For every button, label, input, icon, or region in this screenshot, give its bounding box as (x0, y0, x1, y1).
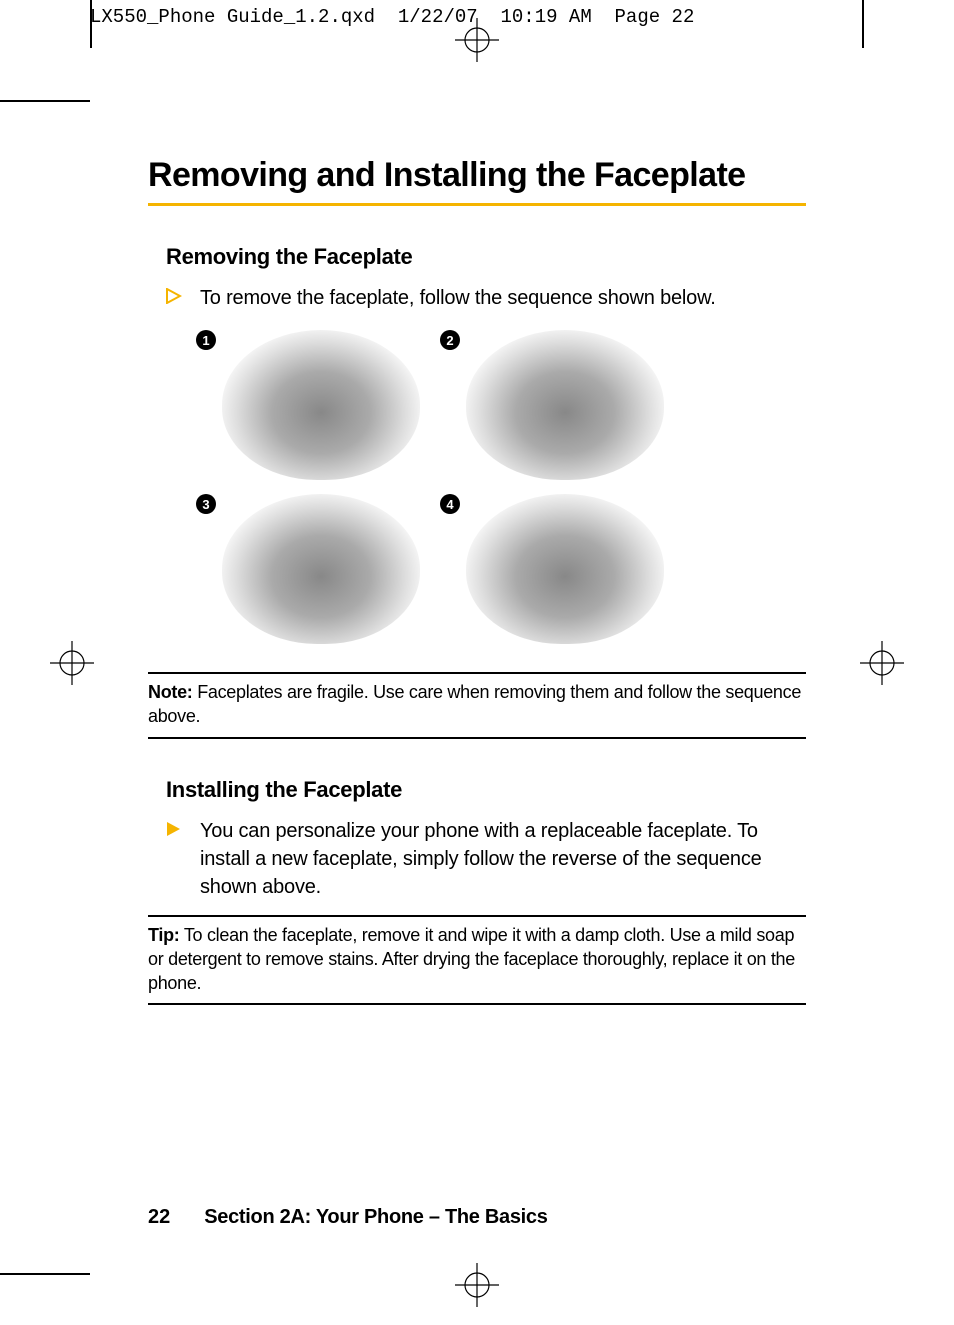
bullet-arrow-icon (166, 821, 182, 901)
footer-page-number: 22 (148, 1206, 170, 1229)
step-number-badge: 3 (196, 494, 216, 514)
header-pageword: Page (615, 6, 661, 28)
step-image-placeholder (222, 330, 420, 480)
registration-mark-icon (455, 18, 499, 62)
step-cell: 4 (440, 494, 664, 644)
step-cell: 1 (196, 330, 420, 480)
removing-heading: Removing the Faceplate (166, 244, 806, 270)
note-text: Faceplates are fragile. Use care when re… (148, 682, 801, 726)
tip-text: To clean the faceplate, remove it and wi… (148, 925, 795, 994)
installing-bullet: You can personalize your phone with a re… (166, 817, 806, 901)
bullet-arrow-icon (166, 288, 182, 312)
step-image-placeholder (466, 494, 664, 644)
step-cell: 3 (196, 494, 420, 644)
step-cell: 2 (440, 330, 664, 480)
header-filename: LX550_Phone Guide_1.2.qxd (90, 6, 375, 28)
page-content: Removing and Installing the Faceplate Re… (90, 100, 864, 1275)
step-image-placeholder (222, 494, 420, 644)
removing-bullet: To remove the faceplate, follow the sequ… (166, 284, 806, 312)
crop-mark (0, 1273, 90, 1275)
crop-mark (90, 0, 92, 48)
step-image-grid: 1 2 3 4 (196, 330, 806, 644)
step-number-badge: 2 (440, 330, 460, 350)
step-number-badge: 4 (440, 494, 460, 514)
note-block: Note: Faceplates are fragile. Use care w… (148, 672, 806, 739)
crop-mark (862, 0, 864, 48)
step-number-badge: 1 (196, 330, 216, 350)
footer-section: Section 2A: Your Phone – The Basics (204, 1206, 547, 1229)
page-footer: 22 Section 2A: Your Phone – The Basics (148, 1206, 548, 1229)
installing-heading: Installing the Faceplate (166, 777, 806, 803)
tip-block: Tip: To clean the faceplate, remove it a… (148, 915, 806, 1006)
tip-label: Tip: (148, 925, 179, 945)
registration-mark-icon (860, 641, 904, 685)
registration-mark-icon (50, 641, 94, 685)
header-time: 10:19 AM (501, 6, 592, 28)
installing-bullet-text: You can personalize your phone with a re… (200, 817, 806, 901)
step-image-placeholder (466, 330, 664, 480)
page-title: Removing and Installing the Faceplate (148, 156, 806, 206)
removing-bullet-text: To remove the faceplate, follow the sequ… (200, 284, 716, 312)
header-pagenum: 22 (672, 6, 695, 28)
note-label: Note: (148, 682, 193, 702)
crop-mark (0, 100, 90, 102)
